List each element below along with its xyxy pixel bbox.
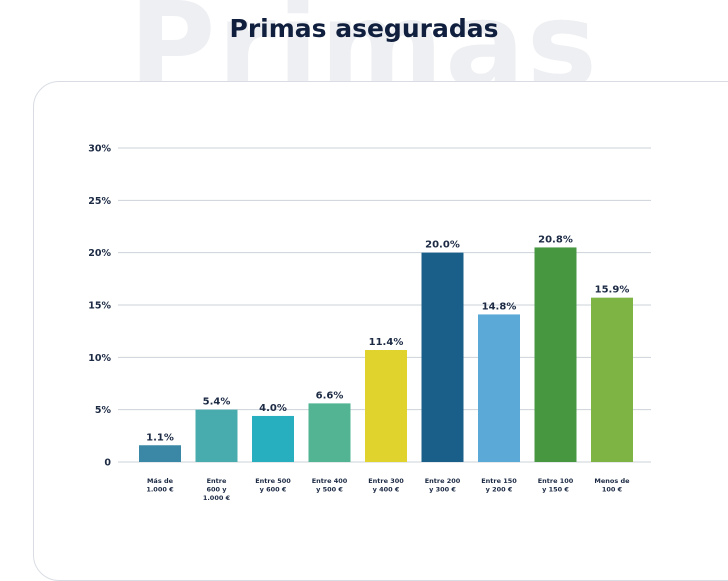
page-title: Primas aseguradas	[229, 14, 499, 43]
value-labels: 1.1% 5.4% 4.0% 6.6% 11.4% 20.0% 14.8% 20.8% 15.9…	[146, 234, 629, 443]
bar	[195, 409, 238, 462]
category-label: Más de 1.000 €	[146, 477, 174, 494]
bar-chart: 0 5% 10% 15% 20% 25% 30% 1.1% 5.4% 4.0% 6.6% 11.4%…	[88, 144, 651, 502]
category-label: Menos de 100 €	[594, 477, 630, 494]
y-tick-label: 25%	[88, 196, 111, 207]
bar-value-label: 11.4%	[369, 337, 404, 348]
y-tick-label: 0	[104, 458, 111, 469]
bar	[365, 350, 407, 462]
bar	[591, 297, 633, 462]
y-tick-label: 20%	[88, 248, 111, 259]
bar-value-label: 4.0%	[259, 403, 287, 414]
bar-value-label: 15.9%	[595, 285, 630, 296]
category-label: Entre 150 y 200 €	[481, 477, 517, 494]
y-tick-label: 5%	[95, 405, 112, 416]
bars	[139, 247, 633, 462]
bar-value-label: 20.8%	[538, 234, 573, 245]
y-tick-label: 30%	[88, 144, 111, 155]
category-label: Entre 100 y 150 €	[538, 477, 574, 494]
bar-value-label: 6.6%	[316, 390, 344, 401]
category-label: Entre 600 y 1.000 €	[203, 477, 231, 502]
category-label: Entre 500 y 600 €	[255, 477, 291, 494]
y-axis-tick-labels: 0 5% 10% 15% 20% 25% 30%	[88, 144, 111, 469]
bar	[139, 445, 181, 462]
bar-value-label: 5.4%	[203, 397, 231, 408]
category-label: Entre 300 y 400 €	[368, 477, 404, 494]
category-label: Entre 400 y 500 €	[312, 477, 348, 494]
y-tick-label: 10%	[88, 353, 111, 364]
bar	[534, 247, 577, 462]
category-labels: Más de 1.000 € Entre 600 y 1.000 € Entre 500 y…	[146, 477, 630, 502]
bar	[308, 403, 351, 462]
bar	[421, 252, 464, 462]
bar	[478, 314, 520, 462]
category-label: Entre 200 y 300 €	[425, 477, 461, 494]
bar	[252, 415, 294, 462]
y-tick-label: 15%	[88, 301, 111, 312]
bar-value-label: 20.0%	[425, 240, 460, 251]
bar-value-label: 14.8%	[482, 301, 517, 312]
bar-value-label: 1.1%	[146, 432, 174, 443]
